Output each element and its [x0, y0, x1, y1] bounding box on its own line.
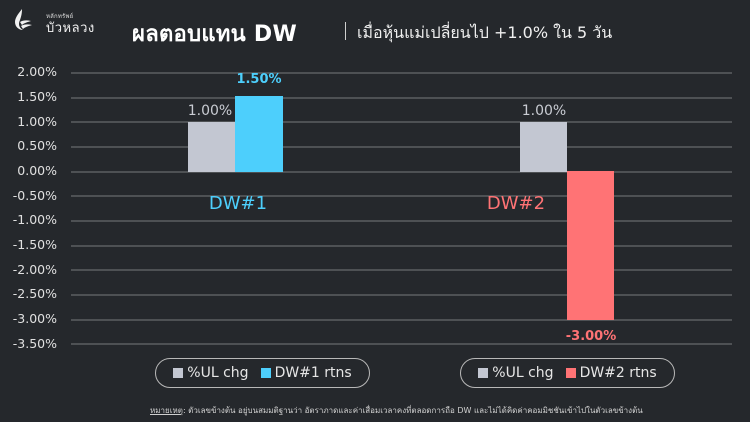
y-tick: 0.00% [17, 163, 57, 178]
legend-label-dw2: DW#2 rtns [579, 365, 657, 381]
bar-ul-chg-dw2 [520, 122, 567, 172]
value-label-dw1: 1.50% [236, 72, 282, 87]
gridline-zero [71, 171, 732, 173]
bar-dw2-rtns [567, 171, 614, 320]
legend-label-ul: %UL chg [187, 365, 249, 381]
legend-dw1: %UL chg DW#1 rtns [155, 358, 370, 388]
footnote-text: : ตัวเลขข้างต้น อยู่บนสมมติฐานว่า อัตราภ… [182, 406, 643, 415]
y-tick: -0.50% [12, 188, 57, 203]
y-tick: -1.00% [12, 212, 57, 227]
legend-swatch-dw2 [565, 368, 576, 378]
gridline [71, 146, 732, 148]
gridline [71, 97, 732, 99]
gridline [71, 72, 732, 74]
y-tick: -3.00% [12, 311, 57, 326]
value-label-ul-dw2: 1.00% [521, 103, 567, 119]
bar-ul-chg-dw1 [188, 122, 235, 172]
legend-item-ul-chg: %UL chg [173, 365, 249, 381]
footnote: หมายเหตุ: ตัวเลขข้างต้น อยู่บนสมมติฐานว่… [150, 404, 643, 417]
legend-swatch-ul [173, 368, 184, 378]
y-tick: -2.50% [12, 286, 57, 301]
y-tick: 2.00% [17, 64, 57, 79]
gridline [71, 319, 732, 321]
y-tick: -3.50% [12, 336, 57, 351]
y-tick: 1.00% [17, 114, 57, 129]
category-label-dw2: DW#2 [486, 193, 546, 214]
legend-dw2: %UL chg DW#2 rtns [460, 358, 675, 388]
legend-swatch-ul [478, 368, 489, 378]
gridline [71, 195, 732, 197]
footnote-label: หมายเหตุ [150, 406, 183, 415]
page-subtitle: เมื่อหุ้นแม่เปลี่ยนไป +1.0% ใน 5 วัน [357, 23, 613, 42]
y-tick: 0.50% [17, 138, 57, 153]
logo-name: บัวหลวง [46, 21, 95, 36]
legend-item-dw2-rtns: DW#2 rtns [565, 365, 657, 381]
y-tick: -1.50% [12, 237, 57, 252]
legend-item-dw1-rtns: DW#1 rtns [260, 365, 352, 381]
bar-dw1-rtns [235, 96, 283, 172]
gridline [71, 245, 732, 247]
gridline [71, 121, 732, 123]
logo-subtext: หลักทรัพย์ [46, 13, 74, 20]
value-label-dw2: -3.00% [565, 329, 617, 344]
lotus-logo-icon [15, 9, 32, 30]
title-divider [345, 22, 346, 40]
legend-item-ul-chg: %UL chg [478, 365, 554, 381]
value-label-ul-dw1: 1.00% [187, 103, 233, 119]
y-tick: -2.00% [12, 262, 57, 277]
gridline [71, 294, 732, 296]
page-title: ผลตอบแทน DW [132, 22, 298, 47]
gridline [71, 343, 732, 345]
y-tick: 1.50% [17, 89, 57, 104]
legend-label-dw1: DW#1 rtns [274, 365, 352, 381]
legend-label-ul: %UL chg [492, 365, 554, 381]
gridline [71, 269, 732, 271]
gridline [71, 220, 732, 222]
legend-swatch-dw1 [260, 368, 271, 378]
brand-logo: หลักทรัพย์ บัวหลวง [10, 6, 110, 36]
category-label-dw1: DW#1 [208, 193, 268, 214]
